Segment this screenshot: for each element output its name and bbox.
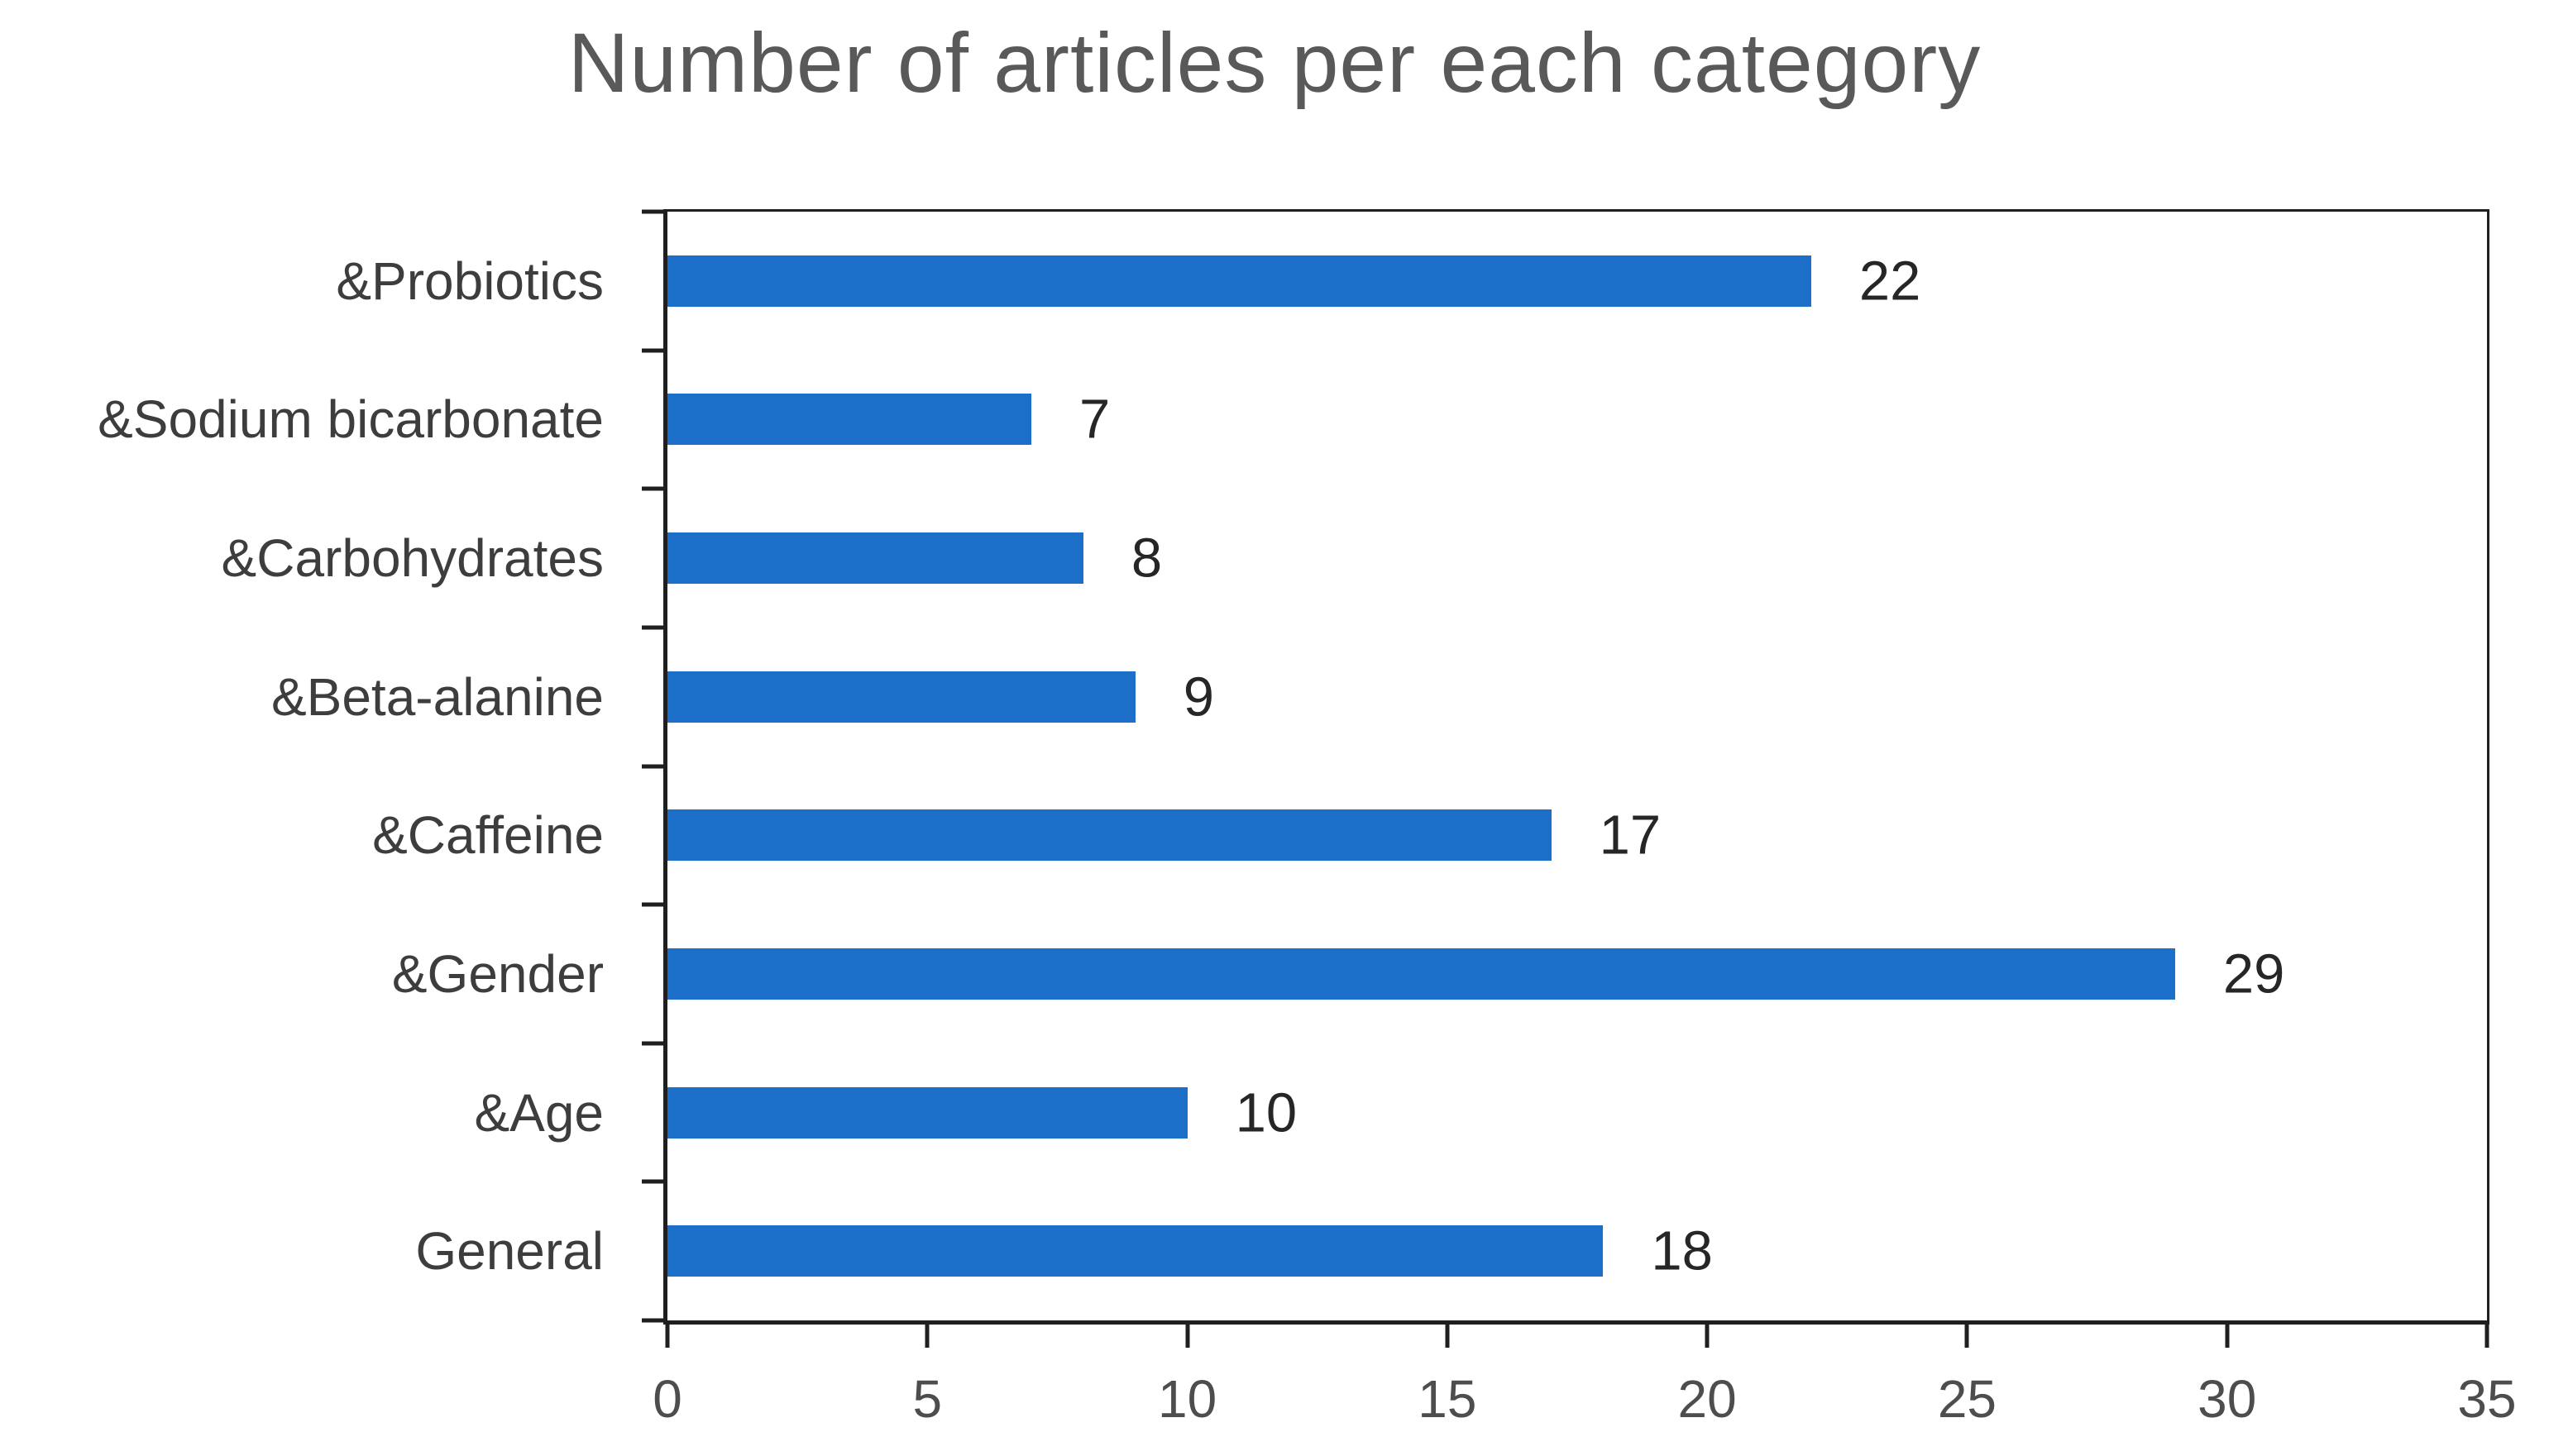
bar[interactable] [667,532,1083,585]
x-axis-tick-label: 20 [1677,1369,1737,1429]
bar[interactable] [667,255,1811,307]
y-axis-tick [642,1041,663,1046]
x-axis-tick [925,1320,930,1348]
chart-row: General 18 [415,1182,2487,1320]
value-label: 9 [1183,666,1214,728]
x-axis-tick-label: 0 [653,1369,682,1429]
chart-row: &Carbohydrates 8 [222,489,2487,628]
x-axis-tick-label: 5 [912,1369,943,1429]
bar[interactable] [667,1086,1188,1139]
x-axis-tick [1705,1320,1710,1348]
x-axis-tick-label: 35 [2457,1369,2517,1429]
bar[interactable] [667,809,1552,862]
chart-row: &Age 10 [474,1043,2487,1182]
value-label: 18 [1651,1220,1713,1282]
value-label: 10 [1235,1081,1298,1144]
y-axis-tick [642,486,663,491]
category-label: &Gender [391,943,604,1004]
category-label: &Carbohydrates [221,528,604,589]
category-label: &Probiotics [336,251,604,311]
x-axis-tick [2225,1320,2230,1348]
x-axis-tick [1964,1320,1969,1348]
value-label: 7 [1079,388,1111,451]
x-axis-tick [1185,1320,1190,1348]
plot-area: &Probiotics 22 &Sodium bicarbonate 7 &Carboh… [98,209,2517,1429]
category-label: &Sodium bicarbonate [98,389,604,450]
x-axis-tick [2484,1320,2489,1348]
chart-row: &Gender 29 [392,905,2487,1043]
y-axis-tick [642,764,663,768]
x-axis-tick-label: 15 [1418,1369,1477,1429]
chart-title: Number of articles per each category [567,16,1982,110]
bar[interactable] [667,948,2175,1000]
y-axis-tick [642,1179,663,1184]
category-label: &Caffeine [372,805,604,866]
bar[interactable] [667,671,1136,723]
bar[interactable] [667,394,1031,446]
value-label: 22 [1858,250,1921,313]
y-axis-tick [642,209,663,214]
chart-row: &Beta-alanine 9 [271,628,2487,766]
category-label: General [415,1221,604,1282]
x-axis-tick-label: 25 [1937,1369,1997,1429]
chart-row: &Sodium bicarbonate 7 [98,351,2487,489]
bar[interactable] [667,1225,1604,1277]
y-axis-tick [642,625,663,630]
value-label: 17 [1599,804,1662,866]
category-label: &Age [474,1082,604,1143]
category-label: &Beta-alanine [270,666,604,727]
x-axis-tick [1445,1320,1450,1348]
x-axis-tick-label: 30 [2197,1369,2257,1429]
y-axis-tick [642,902,663,907]
value-label: 29 [2222,943,2285,1005]
value-label: 8 [1131,527,1163,590]
y-axis-tick [642,348,663,353]
y-axis-tick [642,1318,663,1323]
x-axis-tick [665,1320,670,1348]
chart-row: &Caffeine 17 [372,766,2487,905]
x-axis-tick-label: 10 [1157,1369,1217,1429]
chart-row: &Probiotics 22 [336,212,2487,351]
